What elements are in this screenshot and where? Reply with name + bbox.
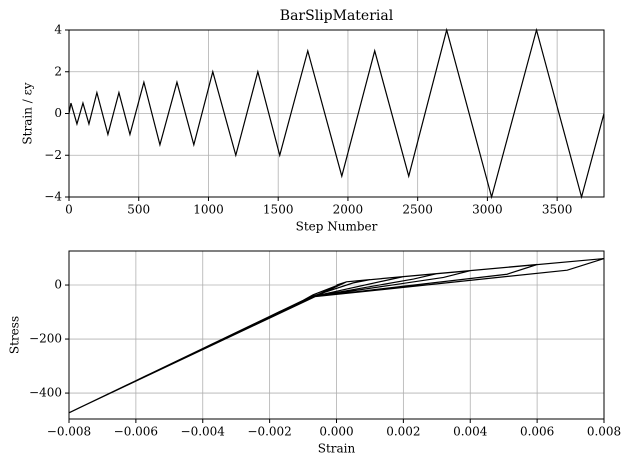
x-tick-label: 0.008 [587,425,621,439]
x-tick-label: −0.008 [47,425,91,439]
y-tick-label: −4 [44,190,62,204]
x-tick-label: 0.000 [319,425,353,439]
x-tick-label: 0.004 [453,425,488,439]
y-tick-label: −200 [29,332,62,346]
x-tick-label: 2500 [402,203,433,217]
chart-title: BarSlipMaterial [280,8,394,24]
x-axis-label: Step Number [296,220,378,234]
x-tick-label: 0.006 [520,425,554,439]
y-tick-label: −2 [44,148,62,162]
x-tick-label: 0 [65,203,73,217]
y-tick-label: −400 [29,386,62,400]
y-tick-label: 4 [54,23,62,37]
y-tick-label: 2 [54,64,62,78]
y-tick-label: 0 [54,278,62,292]
x-tick-label: 1000 [193,203,224,217]
line-series [68,27,605,200]
x-tick-label: 0.002 [386,425,420,439]
y-axis-label: Strain / εy [21,82,35,144]
y-tick-label: 0 [54,106,62,120]
axes-frame [68,250,605,420]
line-series [68,257,605,414]
x-tick-label: 3500 [542,203,573,217]
x-tick-label: −0.002 [247,425,291,439]
x-tick-label: −0.006 [114,425,158,439]
x-tick-label: 3000 [472,203,503,217]
y-axis-label: Stress [8,316,22,354]
x-tick-label: −0.004 [181,425,226,439]
axes-frame [68,29,605,198]
x-tick-label: 2000 [333,203,364,217]
x-tick-label: 500 [127,203,150,217]
x-axis-label: Strain [318,442,356,456]
x-tick-label: 1500 [263,203,294,217]
